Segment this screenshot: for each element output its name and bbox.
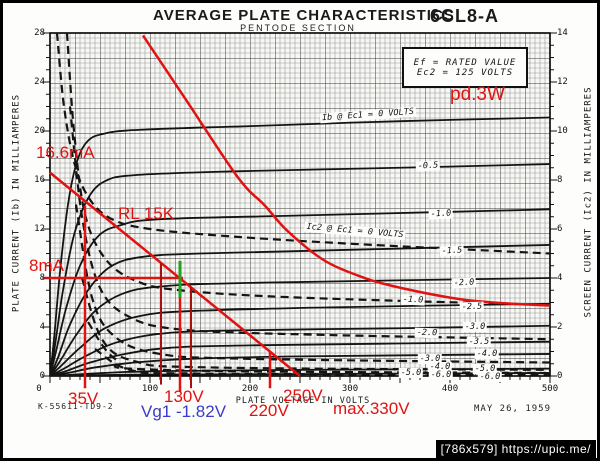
right-tick-label: 14 — [557, 28, 568, 38]
curve-ic2-ec1-0 — [55, 33, 550, 255]
curve-label: -2.5 — [459, 301, 485, 313]
curve-ib-ec1--3.5 — [50, 340, 550, 376]
x-tick-label: 200 — [241, 384, 259, 394]
annotation-text: 220V — [249, 401, 289, 420]
annotation-text: 130V — [164, 387, 204, 406]
curve-label: -4.0 — [474, 349, 500, 359]
curve-label: -6.0 — [477, 372, 503, 382]
curve-label: -1.5 — [439, 245, 465, 257]
right-tick-label: 4 — [557, 273, 563, 283]
left-axis-title: PLATE CURRENT (Ib) IN MILLIAMPERES — [11, 93, 22, 313]
chart-subtitle: PENTODE SECTION — [240, 23, 356, 33]
curve-label: -2.0 — [414, 327, 440, 339]
curve-label: -5.0 — [398, 368, 424, 378]
load-line — [49, 171, 301, 377]
chart-canvas — [42, 32, 557, 392]
left-tick-label: 20 — [34, 126, 45, 136]
conditions-legend-box: Ef = RATED VALUE Ec2 = 125 VOLTS — [402, 47, 528, 88]
left-tick-label: 24 — [34, 77, 45, 87]
curve-label: -6.0 — [428, 370, 454, 380]
curve-label: -2.0 — [451, 277, 477, 289]
annotation-text: RL 15K — [118, 204, 175, 223]
annotation-text: 8mA — [29, 256, 64, 275]
drawing-code: K-55611-TD9-2 — [38, 402, 114, 411]
right-tick-label: 2 — [557, 322, 563, 332]
left-tick-label: 4 — [39, 322, 45, 332]
curve-ib-ec1--2.5 — [50, 302, 550, 376]
watermark-badge: [786x579] https://upic.me/ — [435, 440, 596, 458]
curve-label: -1.0 — [400, 294, 426, 306]
annotation-lines-layer — [44, 34, 551, 392]
left-tick-label: 16 — [34, 175, 45, 185]
curve-label: -1.0 — [428, 208, 454, 220]
annotation-text: 250V — [283, 386, 323, 405]
x-tick-label: 400 — [441, 384, 459, 394]
x-tick-label: 0 — [36, 384, 42, 394]
right-axis-title: SCREEN CURRENT (Ic2) IN MILLIAMPERES — [583, 86, 594, 318]
curve-ib-ec1--1.0 — [50, 208, 550, 376]
legend-line-ec2: Ec2 = 125 VOLTS — [416, 67, 514, 78]
curve-ib-ec1--0.5 — [50, 163, 550, 376]
legend-line-ef: Ef = RATED VALUE — [413, 57, 517, 68]
curve-ic2-ec1--2.0 — [68, 106, 550, 341]
grid — [50, 33, 550, 376]
curve-label: -3.5 — [466, 337, 492, 347]
chart-title: AVERAGE PLATE CHARACTERISTICS — [153, 7, 455, 24]
right-tick-label: 0 — [557, 371, 563, 381]
curve-label: -0.5 — [415, 160, 441, 172]
right-tick-label: 10 — [557, 126, 568, 136]
annotation-text: 16.6mA — [36, 143, 95, 162]
annotation-text: 35V — [68, 389, 99, 408]
curve-label: -3.0 — [417, 354, 443, 364]
left-tick-label: 12 — [34, 224, 45, 234]
curve-label: -4.0 — [427, 362, 453, 372]
left-tick-label: 8 — [39, 273, 45, 283]
curve-ib-ec1--1.5 — [50, 244, 550, 376]
annotation-text: Vg1 -1.82V — [141, 402, 227, 421]
annotation-text: max.330V — [333, 399, 410, 418]
pd-3w-curve — [141, 34, 551, 307]
curve-ib-ec1--2.0 — [50, 277, 550, 376]
x-tick-label: 300 — [341, 384, 359, 394]
curve-ic2-ec1--1.0 — [65, 33, 550, 307]
right-tick-label: 8 — [557, 175, 563, 185]
curve-ib-ec1--3.0 — [50, 324, 550, 376]
right-tick-label: 6 — [557, 224, 563, 234]
x-tick-label: 100 — [141, 384, 159, 394]
tube-type-label: 6CL8-A — [430, 6, 500, 26]
x-axis-title: PLATE VOLTAGE IN VOLTS — [235, 396, 371, 406]
annotation-text: pd.3W — [450, 84, 505, 105]
curve-label: -5.0 — [472, 364, 498, 374]
curve-ic2-ec1--6.0 — [94, 348, 550, 376]
curve-label: -3.0 — [462, 322, 488, 332]
date-label: MAY 26, 1959 — [474, 404, 552, 414]
left-tick-label: 28 — [34, 28, 45, 38]
right-tick-label: 12 — [557, 77, 568, 87]
x-tick-label: 500 — [541, 384, 559, 394]
left-tick-label: 0 — [39, 371, 45, 381]
